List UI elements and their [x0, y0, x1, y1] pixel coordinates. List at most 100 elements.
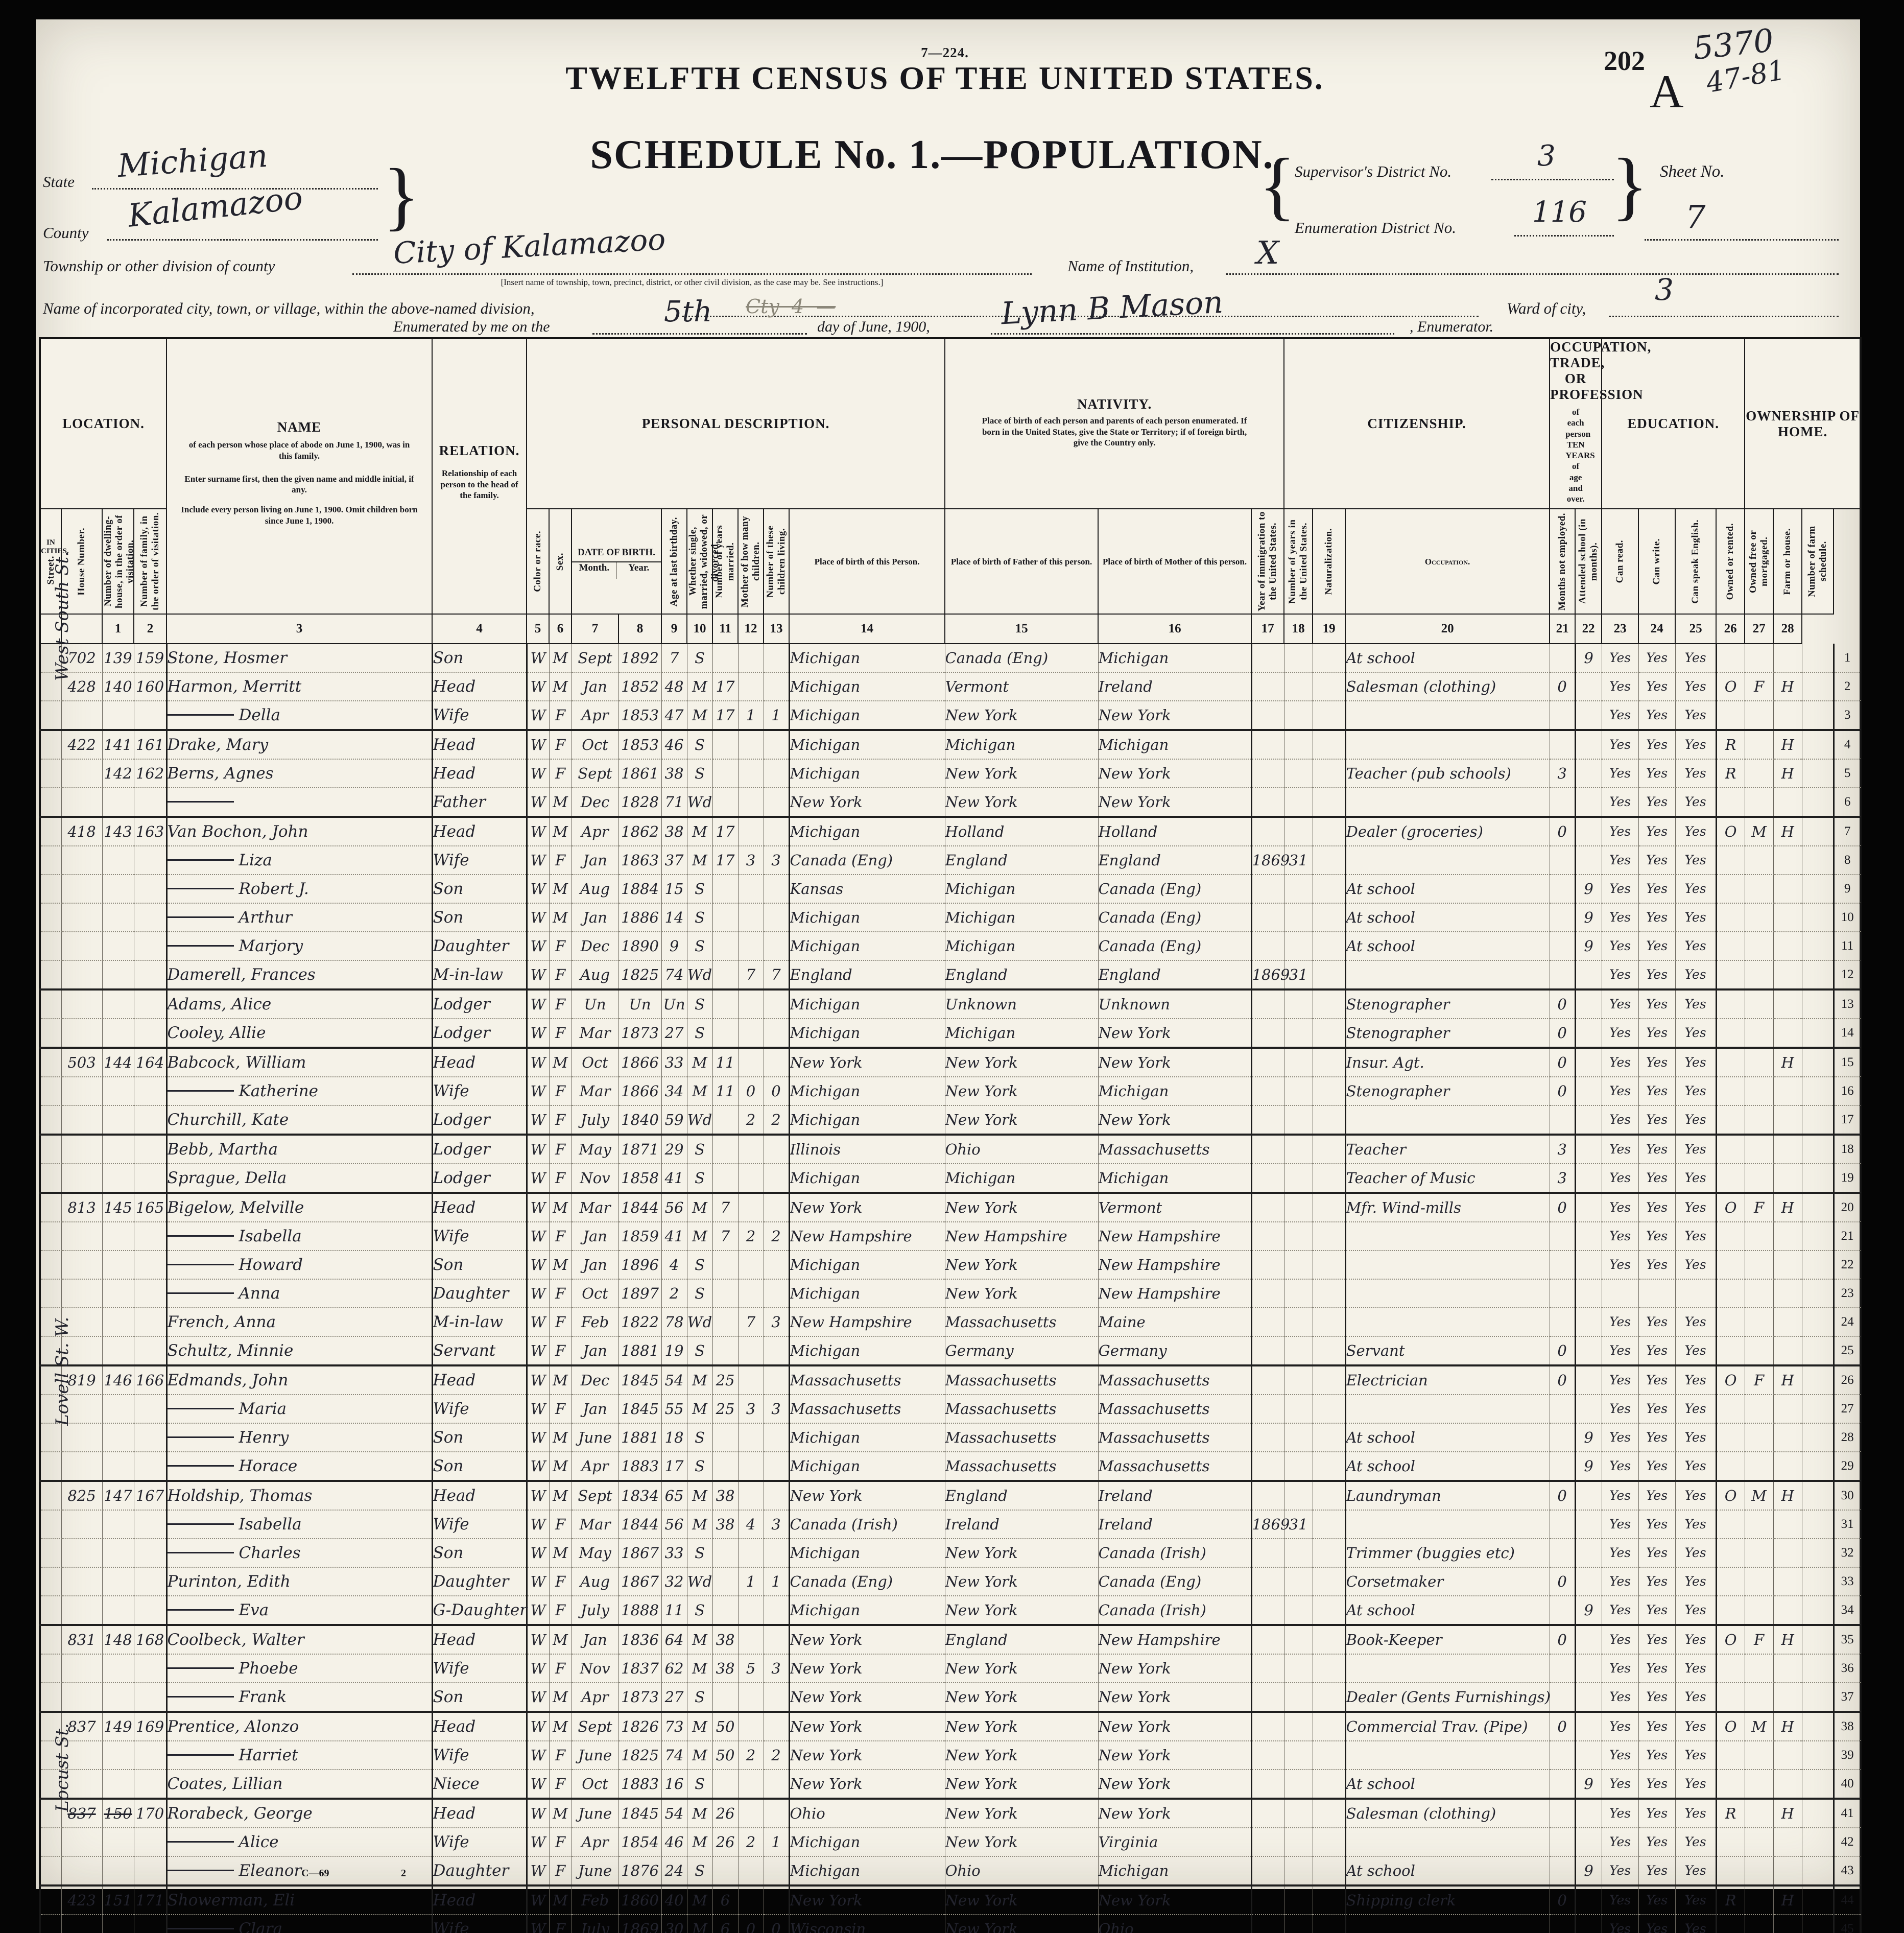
cell-year: 1845 — [618, 1365, 662, 1396]
cell-owned_rented: R — [1715, 759, 1745, 789]
line-number: 12 — [1832, 960, 1861, 991]
cell-yrs_married: 11 — [712, 1048, 739, 1078]
cell-year: 1886 — [618, 903, 662, 933]
cell-owned_rented — [1715, 1510, 1745, 1540]
cell-house — [61, 875, 103, 904]
col-num-22: 22 — [1575, 614, 1603, 645]
cell-write: Yes — [1638, 989, 1676, 1020]
cell-bp_mother: England — [1098, 846, 1252, 876]
cell-farm_sched — [1802, 1019, 1834, 1049]
group-location: LOCATION. — [39, 337, 168, 510]
cell-farm_house: H — [1773, 1799, 1802, 1829]
cell-mother_of: 2 — [738, 1105, 764, 1136]
cell-nat — [1313, 1077, 1346, 1106]
cell-year: 1873 — [618, 1683, 662, 1713]
cell-street — [40, 701, 62, 732]
cell-street — [40, 903, 62, 933]
col-num-8: 8 — [618, 614, 662, 645]
cell-school — [1574, 1799, 1602, 1829]
cell-children_living — [764, 1279, 790, 1309]
cell-write: Yes — [1638, 1481, 1676, 1511]
cell-english: Yes — [1675, 1625, 1717, 1655]
cell-name: Bebb, Martha — [165, 1135, 433, 1165]
cell-school — [1574, 1683, 1602, 1713]
cell-relation: Son — [431, 1683, 527, 1713]
cell-bp_mother: Ohio — [1098, 1915, 1252, 1933]
table-header: LOCATION. NAME of each person whose plac… — [39, 337, 1862, 645]
enumerated-label-1: Enumerated by me on the — [393, 318, 550, 335]
cell-family: 171 — [134, 1885, 167, 1916]
col-months-not-employed: Months not employed. — [1549, 508, 1576, 615]
cell-bp_father: Canada (Eng) — [945, 644, 1099, 673]
cell-mother_of — [738, 1712, 764, 1742]
col-num-2: 2 — [133, 614, 168, 645]
cell-month: May — [572, 1135, 619, 1165]
cell-free_mort — [1745, 846, 1774, 876]
cell-free_mort: F — [1745, 1365, 1774, 1396]
cell-farm_house: H — [1773, 1885, 1802, 1916]
cell-free_mort — [1745, 1336, 1774, 1367]
cell-children_living — [764, 1251, 790, 1280]
cell-street — [40, 1654, 62, 1684]
cell-owned_rented — [1715, 788, 1745, 818]
table-row: Robert J. Son W M Aug 1884 15 S Kansas Michigan Ca… — [40, 875, 1861, 904]
cell-imm_year — [1250, 932, 1284, 961]
cell-months_unemp: 0 — [1550, 1567, 1576, 1597]
cell-bp_person: New York — [788, 1741, 945, 1771]
cell-owned_rented: O — [1715, 817, 1745, 847]
cell-free_mort — [1745, 1164, 1774, 1194]
cell-yrs_married — [712, 1164, 739, 1194]
cell-family — [134, 1654, 167, 1684]
cell-children_living: 3 — [764, 1654, 790, 1684]
cell-name: Schultz, Minnie — [165, 1336, 433, 1367]
ditto-dash — [167, 1407, 234, 1409]
cell-free_mort — [1745, 759, 1774, 789]
cell-street — [40, 1452, 62, 1482]
cell-months_unemp — [1550, 1510, 1576, 1540]
cell-year: 1845 — [618, 1799, 662, 1829]
cell-occupation: Stenographer — [1344, 1077, 1550, 1106]
cell-relation: Servant — [431, 1336, 527, 1367]
group-nativity: NATIVITY. Place of birth of each person … — [944, 337, 1285, 510]
cell-bp_person: Canada (Eng) — [788, 846, 945, 876]
cell-children_living: 2 — [764, 1741, 790, 1771]
cell-occupation: Trimmer (buggies etc) — [1344, 1539, 1550, 1568]
cell-read: Yes — [1602, 1048, 1639, 1078]
cell-yrs_married: 38 — [712, 1510, 739, 1540]
cell-house — [61, 1105, 103, 1136]
cell-farm_house — [1773, 1019, 1802, 1049]
table-row: Horace Son W M Apr 1883 17 S Michigan Massachuset… — [40, 1452, 1861, 1482]
cell-school: 9 — [1574, 1452, 1602, 1482]
cell-farm_house — [1773, 1077, 1802, 1106]
cell-bp_father: England — [945, 846, 1099, 876]
cell-year: 1844 — [618, 1193, 662, 1223]
cell-month: Nov — [572, 1164, 619, 1194]
cell-farm_house: H — [1773, 730, 1802, 760]
cell-bp_mother: Holland — [1098, 817, 1252, 847]
cell-imm_year — [1250, 1452, 1284, 1482]
table-row: Clara Wife W F July 1869 30 M 6 0 0 Wisconsin New Yo… — [40, 1915, 1861, 1933]
table-row: 418 143 163 Van Bochon, John Head W M Apr 1862 38… — [40, 817, 1861, 847]
cell-children_living — [764, 989, 790, 1020]
census-table: LOCATION. NAME of each person whose plac… — [39, 337, 1862, 1933]
cell-house — [61, 1336, 103, 1367]
cell-relation: Father — [431, 788, 527, 818]
cell-color: W — [526, 1251, 550, 1280]
cell-marital: M — [687, 1481, 713, 1511]
cell-mother_of: 2 — [738, 1828, 764, 1857]
cell-yrs_us — [1284, 1077, 1313, 1106]
cell-farm_sched — [1802, 1539, 1834, 1568]
cell-mother_of: 2 — [738, 1222, 764, 1252]
cell-name: Rorabeck, George — [165, 1799, 433, 1829]
cell-name: Showerman, Eli — [165, 1885, 433, 1916]
cell-color: W — [526, 1365, 550, 1396]
table-body: 702 139 159 Stone, Hosmer Son W M Sept 1892 7 S Mic… — [40, 644, 1861, 1933]
cell-months_unemp: 3 — [1550, 1164, 1576, 1194]
cell-english: Yes — [1675, 1222, 1717, 1252]
supervisor-label: Supervisor's District No. — [1295, 162, 1452, 180]
cell-street — [40, 1856, 62, 1887]
cell-english: Yes — [1675, 644, 1717, 673]
cell-yrs_married — [712, 1308, 739, 1337]
cell-bp_father: Michigan — [945, 730, 1099, 760]
